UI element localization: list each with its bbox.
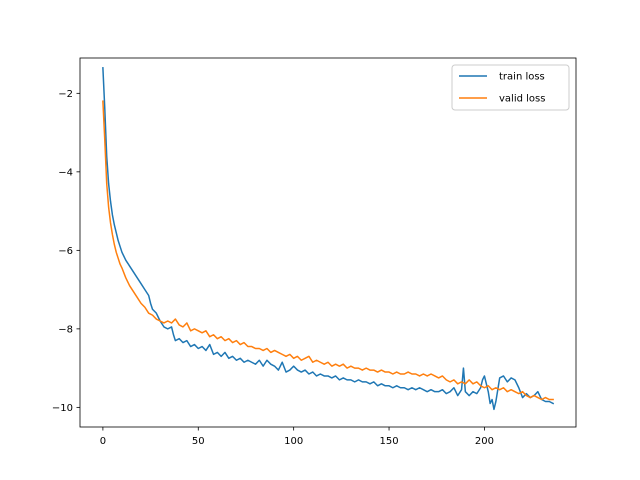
- legend-label-1: valid loss: [499, 94, 545, 105]
- y-tick-label: −6: [58, 246, 73, 257]
- y-axis: −2 −4 −6 −8 −10: [52, 89, 80, 414]
- legend: train loss valid loss: [451, 64, 570, 111]
- x-tick-label: 100: [284, 436, 303, 447]
- x-tick-label: 200: [475, 436, 494, 447]
- x-tick-label: 50: [192, 436, 205, 447]
- y-tick-label: −8: [58, 324, 73, 335]
- plot-frame: [79, 57, 577, 428]
- y-tick-label: −4: [58, 167, 73, 178]
- series-line-0: [102, 67, 555, 411]
- legend-label-0: train loss: [499, 72, 545, 83]
- y-tick-label: −10: [52, 403, 73, 414]
- x-tick-label: 150: [379, 436, 398, 447]
- x-tick-label: 0: [100, 436, 106, 447]
- x-axis: 0 50 100 150 200: [100, 427, 494, 447]
- series-lines: [102, 67, 555, 411]
- series-line-1: [102, 100, 554, 401]
- y-tick-label: −2: [58, 89, 73, 100]
